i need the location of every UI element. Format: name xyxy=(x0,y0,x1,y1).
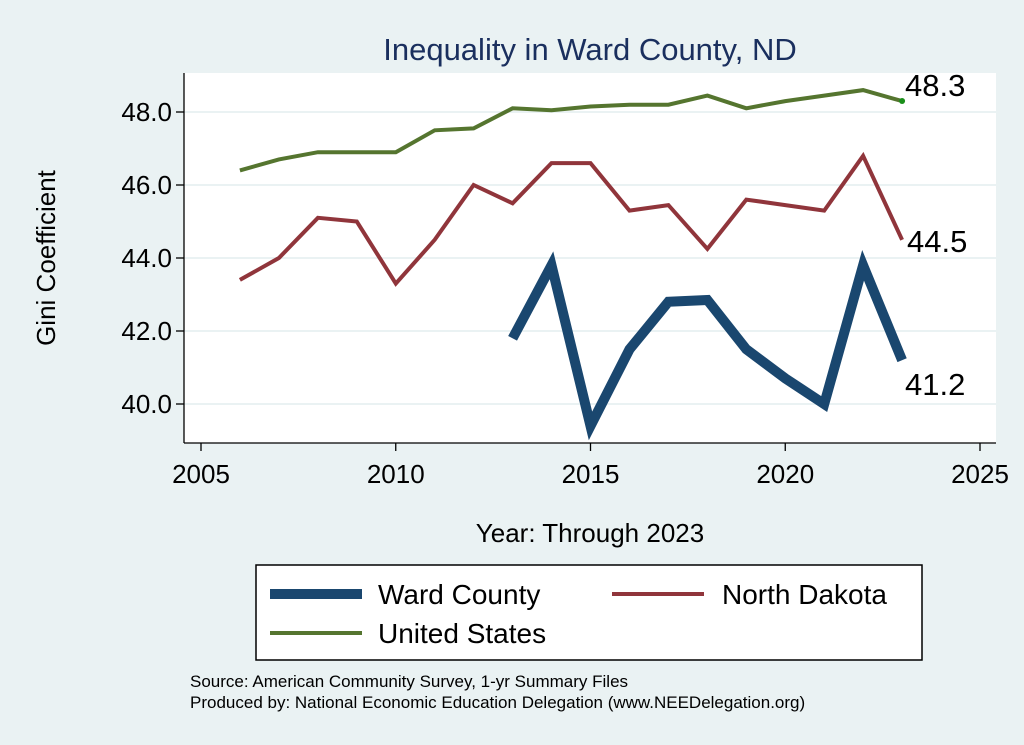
end-labels: 41.2 44.5 48.3 xyxy=(905,68,967,402)
x-tick-label: 2020 xyxy=(756,459,814,489)
series-line-ward-county xyxy=(508,249,907,441)
y-tick-label: 44.0 xyxy=(121,243,172,273)
y-axis-title: Gini Coefficient xyxy=(31,169,61,346)
x-tick-label: 2005 xyxy=(172,459,230,489)
producer-note: Produced by: National Economic Education… xyxy=(190,693,805,712)
end-marker-united-states xyxy=(899,98,906,105)
axes: 40.0 42.0 44.0 46.0 48.0 2005 2010 2015 2020 2025 xyxy=(121,73,1009,489)
series-line-north-dakota xyxy=(238,151,904,287)
end-label-united-states: 48.3 xyxy=(905,68,965,103)
legend-box xyxy=(255,564,923,661)
legend-label-united-states: United States xyxy=(378,618,546,649)
source-note: Source: American Community Survey, 1-yr … xyxy=(190,672,628,691)
series-layer xyxy=(238,88,907,441)
legend-label-ward-county: Ward County xyxy=(378,579,540,610)
x-tick-label: 2010 xyxy=(367,459,425,489)
legend-label-north-dakota: North Dakota xyxy=(722,579,887,610)
x-axis-title: Year: Through 2023 xyxy=(476,518,704,548)
y-tick-label: 42.0 xyxy=(121,316,172,346)
x-tick-label: 2025 xyxy=(951,459,1009,489)
series-line-united-states xyxy=(239,88,903,173)
y-tick-label: 46.0 xyxy=(121,170,172,200)
y-tick-label: 40.0 xyxy=(121,389,172,419)
y-tick-label: 48.0 xyxy=(121,97,172,127)
x-tick-label: 2015 xyxy=(562,459,620,489)
end-label-north-dakota: 44.5 xyxy=(907,224,967,259)
chart-title: Inequality in Ward County, ND xyxy=(383,32,797,67)
legend: Ward County North Dakota United States xyxy=(255,564,923,661)
end-label-ward-county: 41.2 xyxy=(905,367,965,402)
